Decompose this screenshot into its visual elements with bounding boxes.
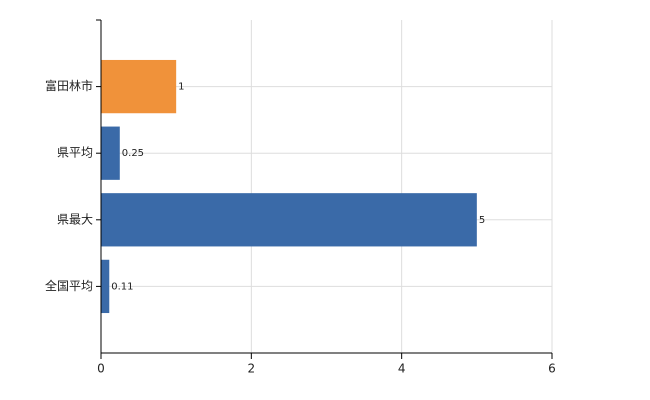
x-tick-label: 2	[248, 362, 256, 376]
value-label: 1	[178, 82, 184, 93]
value-label: 5	[479, 215, 485, 226]
y-tick-label: 県平均	[57, 146, 93, 160]
x-tick-label: 0	[97, 362, 105, 376]
y-tick-label: 全国平均	[45, 278, 93, 293]
value-label: 0.11	[111, 281, 133, 292]
bar	[101, 193, 477, 247]
y-tick-label: 県最大	[57, 212, 93, 226]
x-tick-label: 6	[548, 362, 556, 376]
bar	[101, 126, 120, 180]
bar	[101, 259, 110, 314]
bar	[101, 59, 177, 114]
x-tick-label: 4	[398, 362, 406, 376]
y-tick-label: 富田林市	[45, 78, 93, 93]
value-label: 0.25	[122, 148, 144, 159]
